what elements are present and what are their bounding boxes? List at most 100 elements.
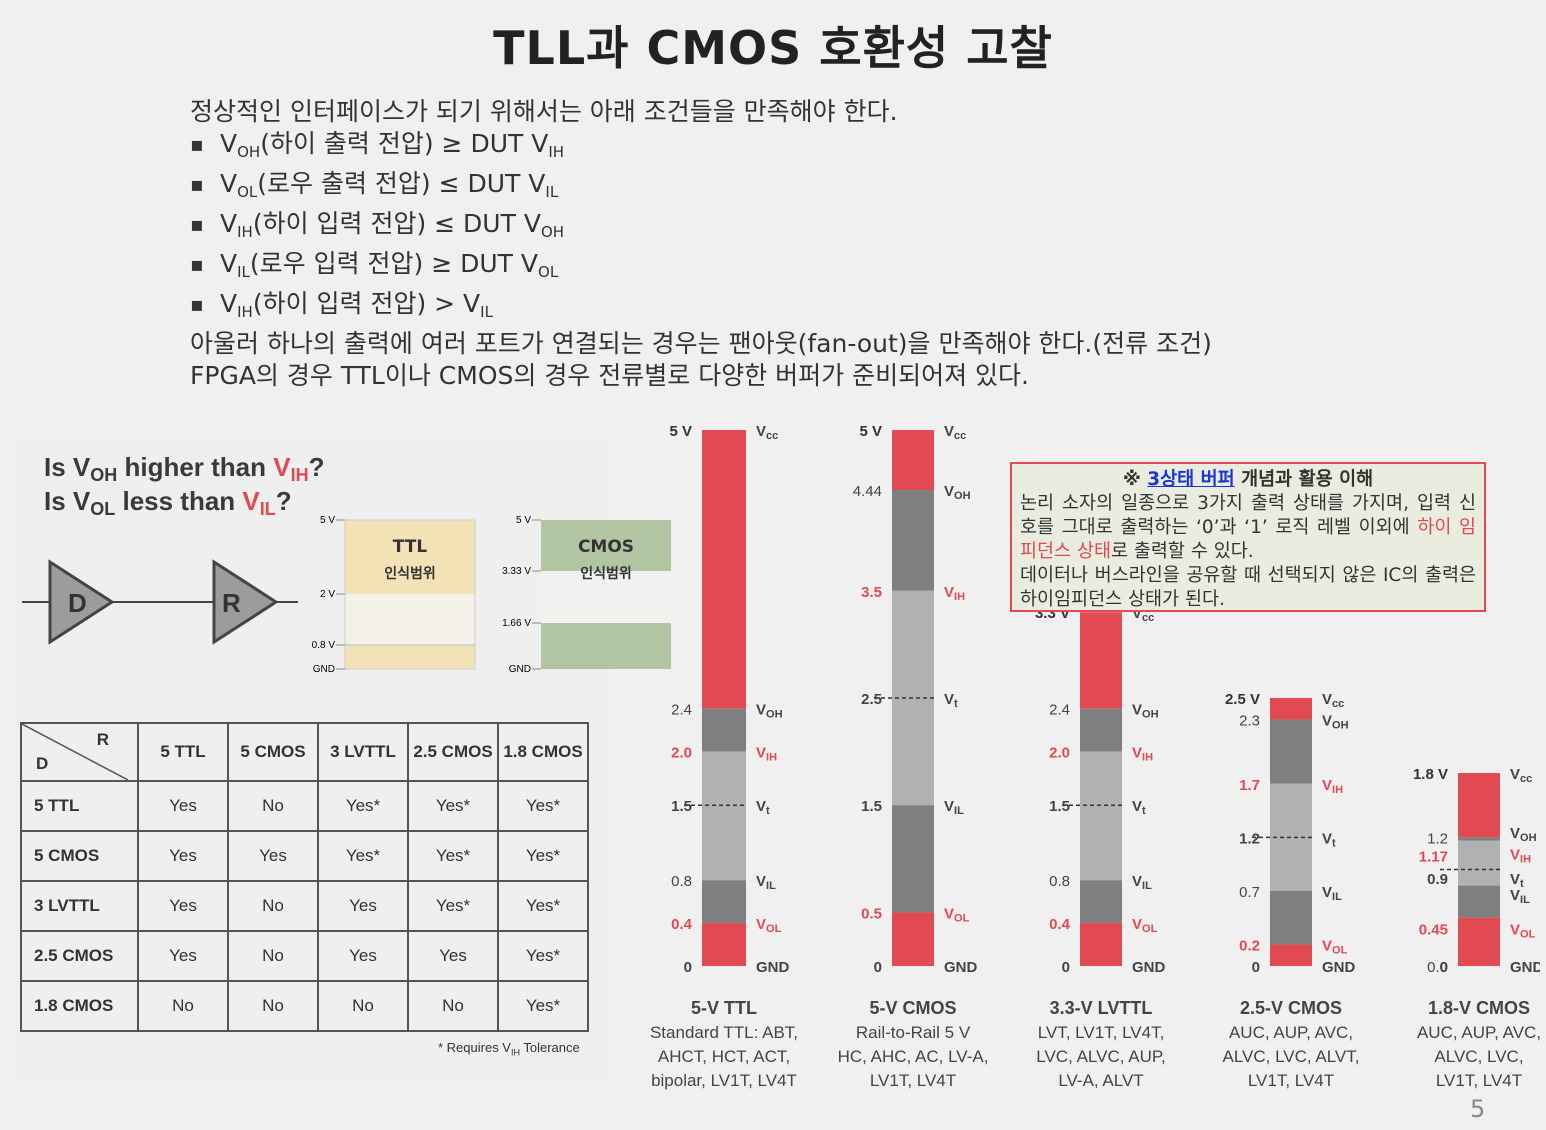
level-segment: [702, 430, 746, 709]
level-value-label: 0.7: [1239, 884, 1260, 901]
level-name-label: VIH: [944, 584, 965, 603]
table-header-row: R D 5 TTL 5 CMOS 3 LVTTL 2.5 CMOS 1.8 CM…: [20, 722, 589, 782]
level-value-label: 1.2: [1427, 830, 1448, 847]
family-description: LVC, ALVC, AUP,: [1036, 1047, 1165, 1066]
level-name-label: VOH: [1322, 712, 1349, 731]
table-cell: No: [407, 980, 499, 1032]
driver-receiver-diagram: D R: [22, 559, 298, 645]
ttl-box-sub: 인식범위: [384, 565, 436, 582]
table-cell: Yes*: [497, 980, 589, 1032]
question-voh: Is VOH higher than VIH?: [44, 452, 325, 485]
level-name-label: Vcc: [944, 423, 966, 442]
family-title: 5-V TTL: [691, 998, 757, 1018]
level-value-label: 1.5: [861, 798, 882, 815]
condition-item: VOL(로우 출력 전압) ≤ DUT VIL: [190, 168, 1212, 208]
level-value-label: 2.5: [861, 691, 882, 708]
tristate-buffer-link[interactable]: 3상태 버퍼: [1147, 469, 1235, 490]
table-cell: No: [227, 780, 319, 832]
level-value-label: 4.44: [853, 483, 882, 500]
level-value-label: 1.7: [1239, 777, 1260, 794]
level-segment: [1080, 751, 1122, 881]
table-row: 5 CMOS Yes Yes Yes* Yes* Yes*: [20, 830, 589, 882]
table-footnote: * Requires VIH Tolerance: [438, 1040, 580, 1058]
table-cell: Yes*: [497, 880, 589, 932]
family-title: 5-V CMOS: [869, 998, 956, 1018]
logic-level-chart: 5 V2.42.01.50.80.40VccVOHVIHVtVILVOLGND5…: [650, 423, 1540, 1090]
condition-item: VIH(하이 입력 전압) ≤ DUT VOH: [190, 208, 1212, 248]
col-header: 1.8 CMOS: [497, 722, 589, 782]
table-cell: Yes*: [407, 780, 499, 832]
driver-label: D: [68, 588, 87, 618]
level-name-label: VOH: [944, 483, 971, 502]
ttl-range-box: 5 V 2 V 0.8 V GND TTL 인식범위: [312, 515, 476, 675]
note-heading: ※ 3상태 버퍼 개념과 활용 이해: [1122, 469, 1374, 490]
level-name-label: VIL: [756, 873, 776, 892]
level-segment: [1270, 944, 1312, 966]
family-description: ALVC, LVC,: [1434, 1047, 1523, 1066]
level-name-label: Vcc: [1510, 766, 1532, 785]
family-description: Rail-to-Rail 5 V: [856, 1023, 971, 1042]
cmos-tick-166v: 1.66 V: [502, 618, 531, 629]
family-description: LVT, LV1T, LV4T,: [1038, 1023, 1165, 1042]
level-name-label: VIL: [1322, 884, 1342, 903]
level-segment: [892, 805, 934, 913]
intro-line-2: 아울러 하나의 출력에 여러 포트가 연결되는 경우는 팬아웃(fan-out)…: [190, 329, 1212, 358]
level-value-label: 0: [874, 959, 882, 976]
level-name-label: VIL: [944, 798, 964, 817]
level-value-label: 2.0: [1049, 745, 1070, 762]
table-cell: Yes*: [317, 780, 409, 832]
level-value-label: 0.9: [1427, 871, 1448, 888]
level-name-label: VIH: [1510, 846, 1531, 865]
ttl-tick-5v: 5 V: [320, 515, 335, 526]
level-value-label: 0.0: [1427, 959, 1448, 976]
level-name-label: Vcc: [1322, 691, 1344, 710]
level-segment: [1458, 917, 1500, 966]
level-name-label: Vt: [1322, 830, 1336, 849]
corner-r: R: [96, 730, 109, 749]
ttl-tick-2v: 2 V: [320, 589, 335, 600]
level-value-label: 0.8: [671, 873, 692, 890]
table-cell: Yes: [407, 930, 499, 982]
col-header: 3 LVTTL: [317, 722, 409, 782]
family-description: LV1T, LV4T: [1248, 1071, 1334, 1090]
row-header: 3 LVTTL: [20, 880, 139, 932]
level-value-label: 2.3: [1239, 712, 1260, 729]
table-cell: Yes: [137, 930, 229, 982]
table-row: 2.5 CMOS Yes No Yes Yes Yes*: [20, 930, 589, 982]
level-segment: [702, 751, 746, 881]
vcc-value-label: 1.8 V: [1413, 766, 1448, 783]
ttl-tick-08v: 0.8 V: [312, 640, 336, 651]
level-name-label: GND: [1322, 959, 1356, 976]
level-name-label: GND: [1132, 959, 1166, 976]
level-value-label: 2.0: [671, 745, 692, 762]
family-description: LV1T, LV4T: [870, 1071, 956, 1090]
col-header: 5 CMOS: [227, 722, 319, 782]
level-name-label: VIH: [756, 745, 777, 764]
compatibility-figure: Is VOH higher than VIH? Is VOL less than…: [10, 440, 671, 1080]
level-name-label: Vt: [1132, 798, 1146, 817]
driver-buffer-icon: [48, 559, 115, 645]
family-description: LV1T, LV4T: [1436, 1071, 1522, 1090]
level-name-label: VOH: [1510, 825, 1537, 844]
level-segment: [1458, 773, 1500, 838]
level-name-label: Vcc: [1132, 605, 1154, 624]
family-description: LV-A, ALVT: [1058, 1071, 1143, 1090]
level-segment: [1080, 880, 1122, 924]
level-name-label: VOL: [1322, 938, 1348, 957]
family-description: AUC, AUP, AVC,: [1417, 1023, 1540, 1042]
table-cell: No: [227, 880, 319, 932]
table-cell: No: [137, 980, 229, 1032]
level-name-label: VIL: [1510, 887, 1530, 906]
table-row: 5 TTL Yes No Yes* Yes* Yes*: [20, 780, 589, 832]
vcc-value-label: 2.5 V: [1225, 691, 1260, 708]
level-name-label: VOL: [1132, 916, 1158, 935]
condition-list: VOH(하이 출력 전압) ≥ DUT VIHVOL(로우 출력 전압) ≤ D…: [190, 128, 1212, 328]
level-name-label: VOH: [1132, 702, 1159, 721]
level-name-label: VOH: [756, 702, 783, 721]
level-name-label: GND: [1510, 959, 1540, 976]
page-title: TLL과 CMOS 호환성 고찰: [493, 21, 1053, 75]
table-cell: No: [227, 980, 319, 1032]
family-description: AHCT, HCT, ACT,: [658, 1047, 790, 1066]
level-segment: [1080, 708, 1122, 752]
table-cell: Yes*: [407, 880, 499, 932]
